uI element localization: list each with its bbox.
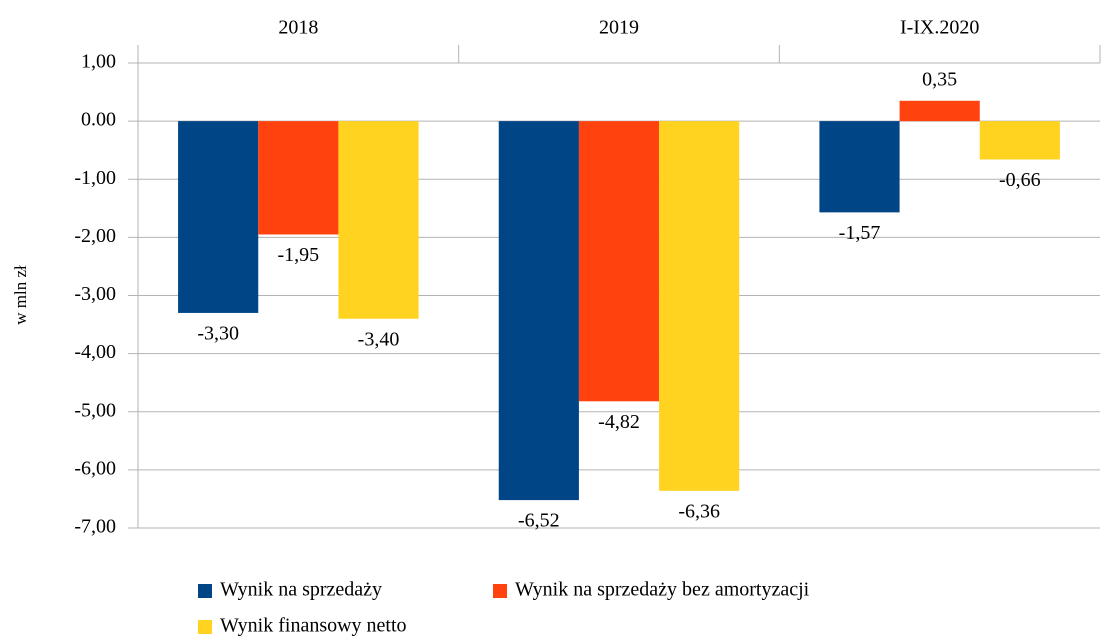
y-tick-label: -5,00 — [74, 399, 116, 421]
bar — [819, 121, 900, 213]
bar — [258, 121, 339, 235]
x-tick-label: 2018 — [278, 17, 318, 39]
y-tick-label: -6,00 — [74, 457, 116, 479]
legend-swatch — [198, 620, 212, 634]
y-tick-label: 1,00 — [81, 51, 116, 73]
bar — [899, 100, 980, 122]
legend-label: Wynik na sprzedaży — [220, 579, 382, 601]
bar — [659, 121, 740, 491]
y-axis-label: w mln zł — [11, 265, 30, 325]
legend-label: Wynik finansowy netto — [220, 615, 407, 637]
value-label: -3,40 — [358, 328, 400, 350]
value-label: -0,66 — [999, 169, 1041, 191]
bar — [178, 121, 259, 313]
value-label: -6,36 — [678, 500, 720, 522]
x-tick-label: 2019 — [599, 17, 639, 39]
value-label: -1,57 — [839, 222, 881, 244]
value-label: -1,95 — [277, 244, 319, 266]
bar — [578, 121, 660, 402]
legend-swatch — [493, 584, 507, 598]
value-label: -4,82 — [598, 411, 640, 433]
bar — [979, 121, 1060, 160]
y-tick-label: -4,00 — [74, 341, 116, 363]
value-label: -3,30 — [197, 323, 239, 345]
bar — [498, 121, 579, 501]
y-tick-label: -2,00 — [74, 225, 116, 247]
legend-label: Wynik na sprzedaży bez amortyzacji — [515, 579, 810, 601]
y-tick-label: -3,00 — [74, 283, 116, 305]
value-label: 0,35 — [922, 68, 957, 90]
legend-swatch — [198, 584, 212, 598]
y-tick-label: -7,00 — [74, 516, 116, 538]
y-tick-label: 0.00 — [81, 109, 116, 131]
bar — [338, 121, 419, 319]
value-label: -6,52 — [518, 510, 560, 532]
y-tick-label: -1,00 — [74, 167, 116, 189]
x-tick-label: I-IX.2020 — [900, 17, 979, 39]
